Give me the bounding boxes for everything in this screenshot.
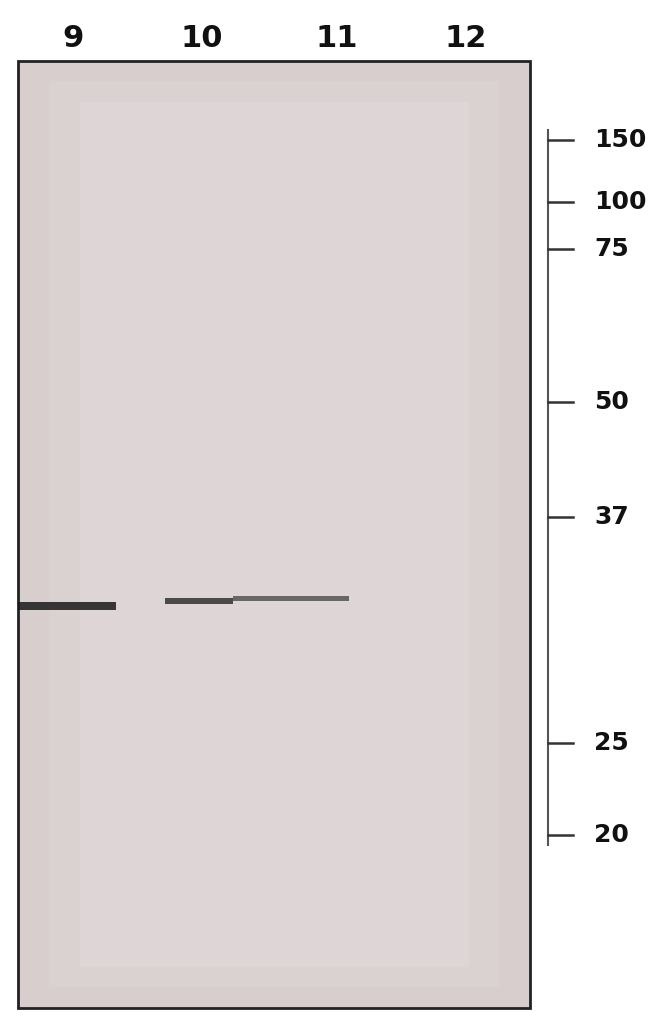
Text: 11: 11	[316, 24, 358, 53]
Bar	[18, 61, 530, 1008]
Text: 25: 25	[594, 731, 629, 755]
Bar	[49, 81, 499, 987]
Text: 10: 10	[181, 24, 224, 53]
Text: 37: 37	[594, 505, 629, 529]
Bar	[18, 602, 116, 610]
Text: 100: 100	[594, 189, 647, 214]
Text: 75: 75	[594, 237, 629, 262]
Text: 50: 50	[594, 390, 629, 414]
Text: 12: 12	[445, 24, 487, 53]
Text: 9: 9	[63, 24, 84, 53]
Bar	[233, 597, 349, 601]
Text: 150: 150	[594, 128, 647, 153]
Bar	[80, 102, 469, 967]
Text: 20: 20	[594, 823, 629, 847]
Bar	[165, 598, 233, 604]
